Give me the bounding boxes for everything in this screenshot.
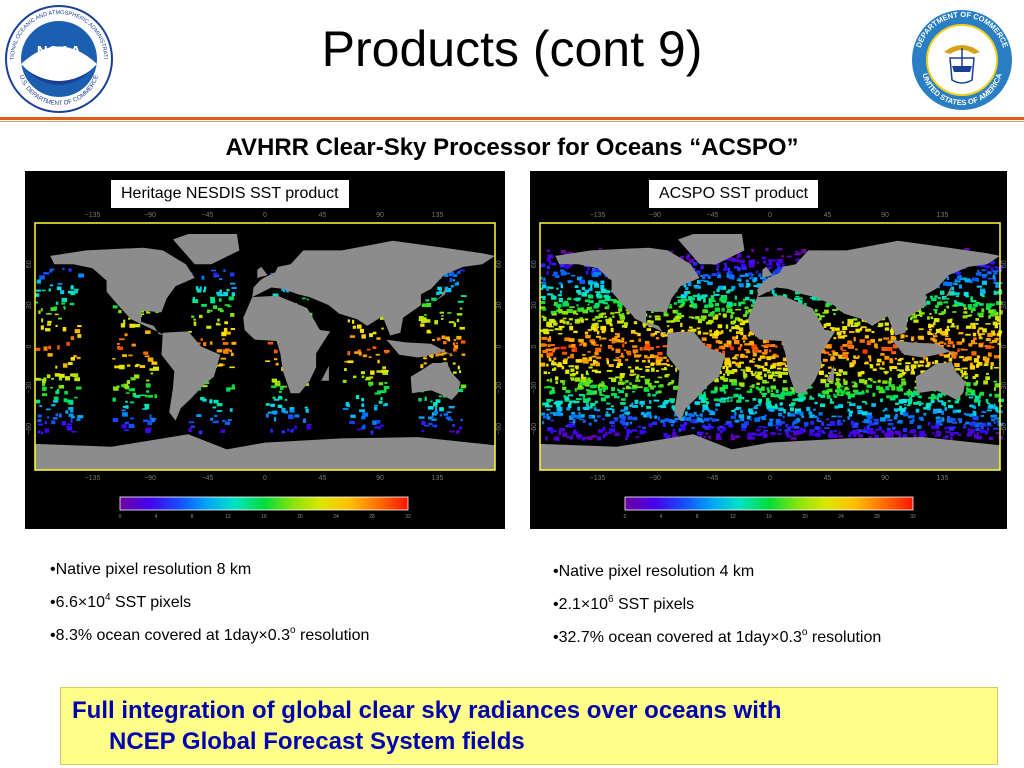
lat-tick-left: 0 [26,344,33,348]
colorbar-tick: 16 [766,514,772,520]
colorbar-tick: 24 [333,514,339,520]
bullet-pixels: •6.6×104 SST pixels [50,592,192,612]
lon-tick-bottom: 45 [824,475,832,482]
colorbar [624,496,914,511]
colorbar-tick: 0 [119,514,122,520]
lon-tick-bottom: 90 [881,475,889,482]
colorbar-tick: 32 [910,514,916,520]
acspo-sst-map: −135 −135 −90 −90 −45 −45 0 0 45 45 90 90 135 135 60 60… [531,212,1007,520]
page-title: Products (cont 9) [321,21,703,77]
colorbar-tick: 28 [874,514,880,520]
lon-tick-bottom: −90 [144,475,156,482]
land-mask [35,234,495,470]
heritage-bullets: •Native pixel resolution 8 km •6.6×104 S… [50,560,369,659]
lat-tick-right: 30 [496,301,503,309]
colorbar-tick: 16 [261,514,267,520]
colorbar-tick: 0 [624,514,627,520]
map-frame [34,222,496,471]
bullet-resolution: •Native pixel resolution 8 km [50,561,252,578]
summary-line-1: Full integration of global clear sky rad… [72,697,782,724]
lat-tick-right: −60 [496,423,503,435]
summary-line-2: NCEP Global Forecast System fields [109,728,525,755]
heritage-sst-map-panel: −135 −135 −90 −90 −45 −45 0 0 45 45 90 90 135 135 60 60… [25,171,505,529]
bullet-pixels: •2.1×106 SST pixels [553,594,695,614]
heritage-sst-map: −135 −135 −90 −90 −45 −45 0 0 45 45 90 90 135 135 60 60… [26,212,503,520]
colorbar-tick: 4 [155,514,158,520]
colorbar-tick: 8 [191,514,194,520]
lon-tick-top: 45 [319,212,327,219]
colorbar-tick: 4 [660,514,663,520]
lat-tick-left: −60 [26,423,33,435]
lat-tick-right: 0 [496,344,503,348]
svg-text:NOAA: NOAA [37,43,81,60]
lon-tick-bottom: 90 [376,475,384,482]
lon-tick-bottom: −45 [202,475,214,482]
lon-tick-bottom: −90 [649,475,661,482]
lon-tick-bottom: 45 [319,475,327,482]
colorbar-tick: 8 [696,514,699,520]
colorbar-tick: 24 [838,514,844,520]
lon-tick-top: 135 [432,212,444,219]
lat-tick-left: 30 [26,301,33,309]
lon-tick-top: 0 [263,212,267,219]
colorbar [119,496,409,511]
lon-tick-top: −45 [707,212,719,219]
acspo-map-label: ACSPO SST product [648,179,820,209]
lon-tick-top: −135 [85,212,101,219]
lat-tick-left: −30 [531,382,538,394]
lat-tick-right: −60 [1001,423,1007,435]
lat-tick-left: 60 [531,260,538,268]
lon-tick-top: 135 [937,212,949,219]
header-rule [0,117,1024,120]
bullet-coverage: •8.3% ocean covered at 1day×0.3o resolut… [50,625,370,645]
lat-tick-left: 30 [531,301,538,309]
lon-tick-bottom: 135 [937,475,949,482]
heritage-map-label: Heritage NESDIS SST product [110,179,350,209]
acspo-sst-map-panel: −135 −135 −90 −90 −45 −45 0 0 45 45 90 90 135 135 60 60… [530,171,1007,529]
lat-tick-right: −30 [1001,382,1007,394]
slide-subtitle: AVHRR Clear-Sky Processor for Oceans “AC… [225,134,799,161]
lon-tick-bottom: 135 [432,475,444,482]
lat-tick-right: 60 [1001,260,1007,268]
lon-tick-bottom: 0 [768,475,772,482]
lat-tick-left: 60 [26,260,33,268]
header-rule-thin [0,121,1024,122]
noaa-logo: NOAA NATIONAL OCEANIC AND ATMOSPHERIC AD… [2,0,114,114]
colorbar-tick: 12 [225,514,231,520]
lon-tick-top: 45 [824,212,832,219]
lat-tick-right: 60 [496,260,503,268]
lon-tick-bottom: −135 [590,475,606,482]
lon-tick-top: −90 [649,212,661,219]
lon-tick-top: 90 [881,212,889,219]
lon-tick-top: 0 [768,212,772,219]
colorbar-tick: 20 [802,514,808,520]
lon-tick-top: −90 [144,212,156,219]
summary-box: Full integration of global clear sky rad… [60,687,998,765]
lon-tick-bottom: 0 [263,475,267,482]
lon-tick-top: −45 [202,212,214,219]
lat-tick-left: −30 [26,382,33,394]
acspo-bullets: •Native pixel resolution 4 km •2.1×106 S… [553,562,881,661]
lat-tick-left: 0 [531,344,538,348]
colorbar-tick: 28 [369,514,375,520]
doc-seal: DEPARTMENT OF COMMERCE UNITED STATES OF … [910,8,1014,112]
lat-tick-right: 30 [1001,301,1007,309]
lon-tick-top: −135 [590,212,606,219]
map-frame [539,222,1001,471]
colorbar-tick: 32 [405,514,411,520]
lon-tick-top: 90 [376,212,384,219]
lon-tick-bottom: −45 [707,475,719,482]
lat-tick-right: 0 [1001,344,1007,348]
lat-tick-right: −30 [496,382,503,394]
land-mask [540,234,1000,470]
bullet-resolution: •Native pixel resolution 4 km [553,563,755,580]
bullet-coverage: •32.7% ocean covered at 1day×0.3o resolu… [553,627,882,647]
colorbar-tick: 20 [297,514,303,520]
lon-tick-bottom: −135 [85,475,101,482]
lat-tick-left: −60 [531,423,538,435]
colorbar-tick: 12 [730,514,736,520]
